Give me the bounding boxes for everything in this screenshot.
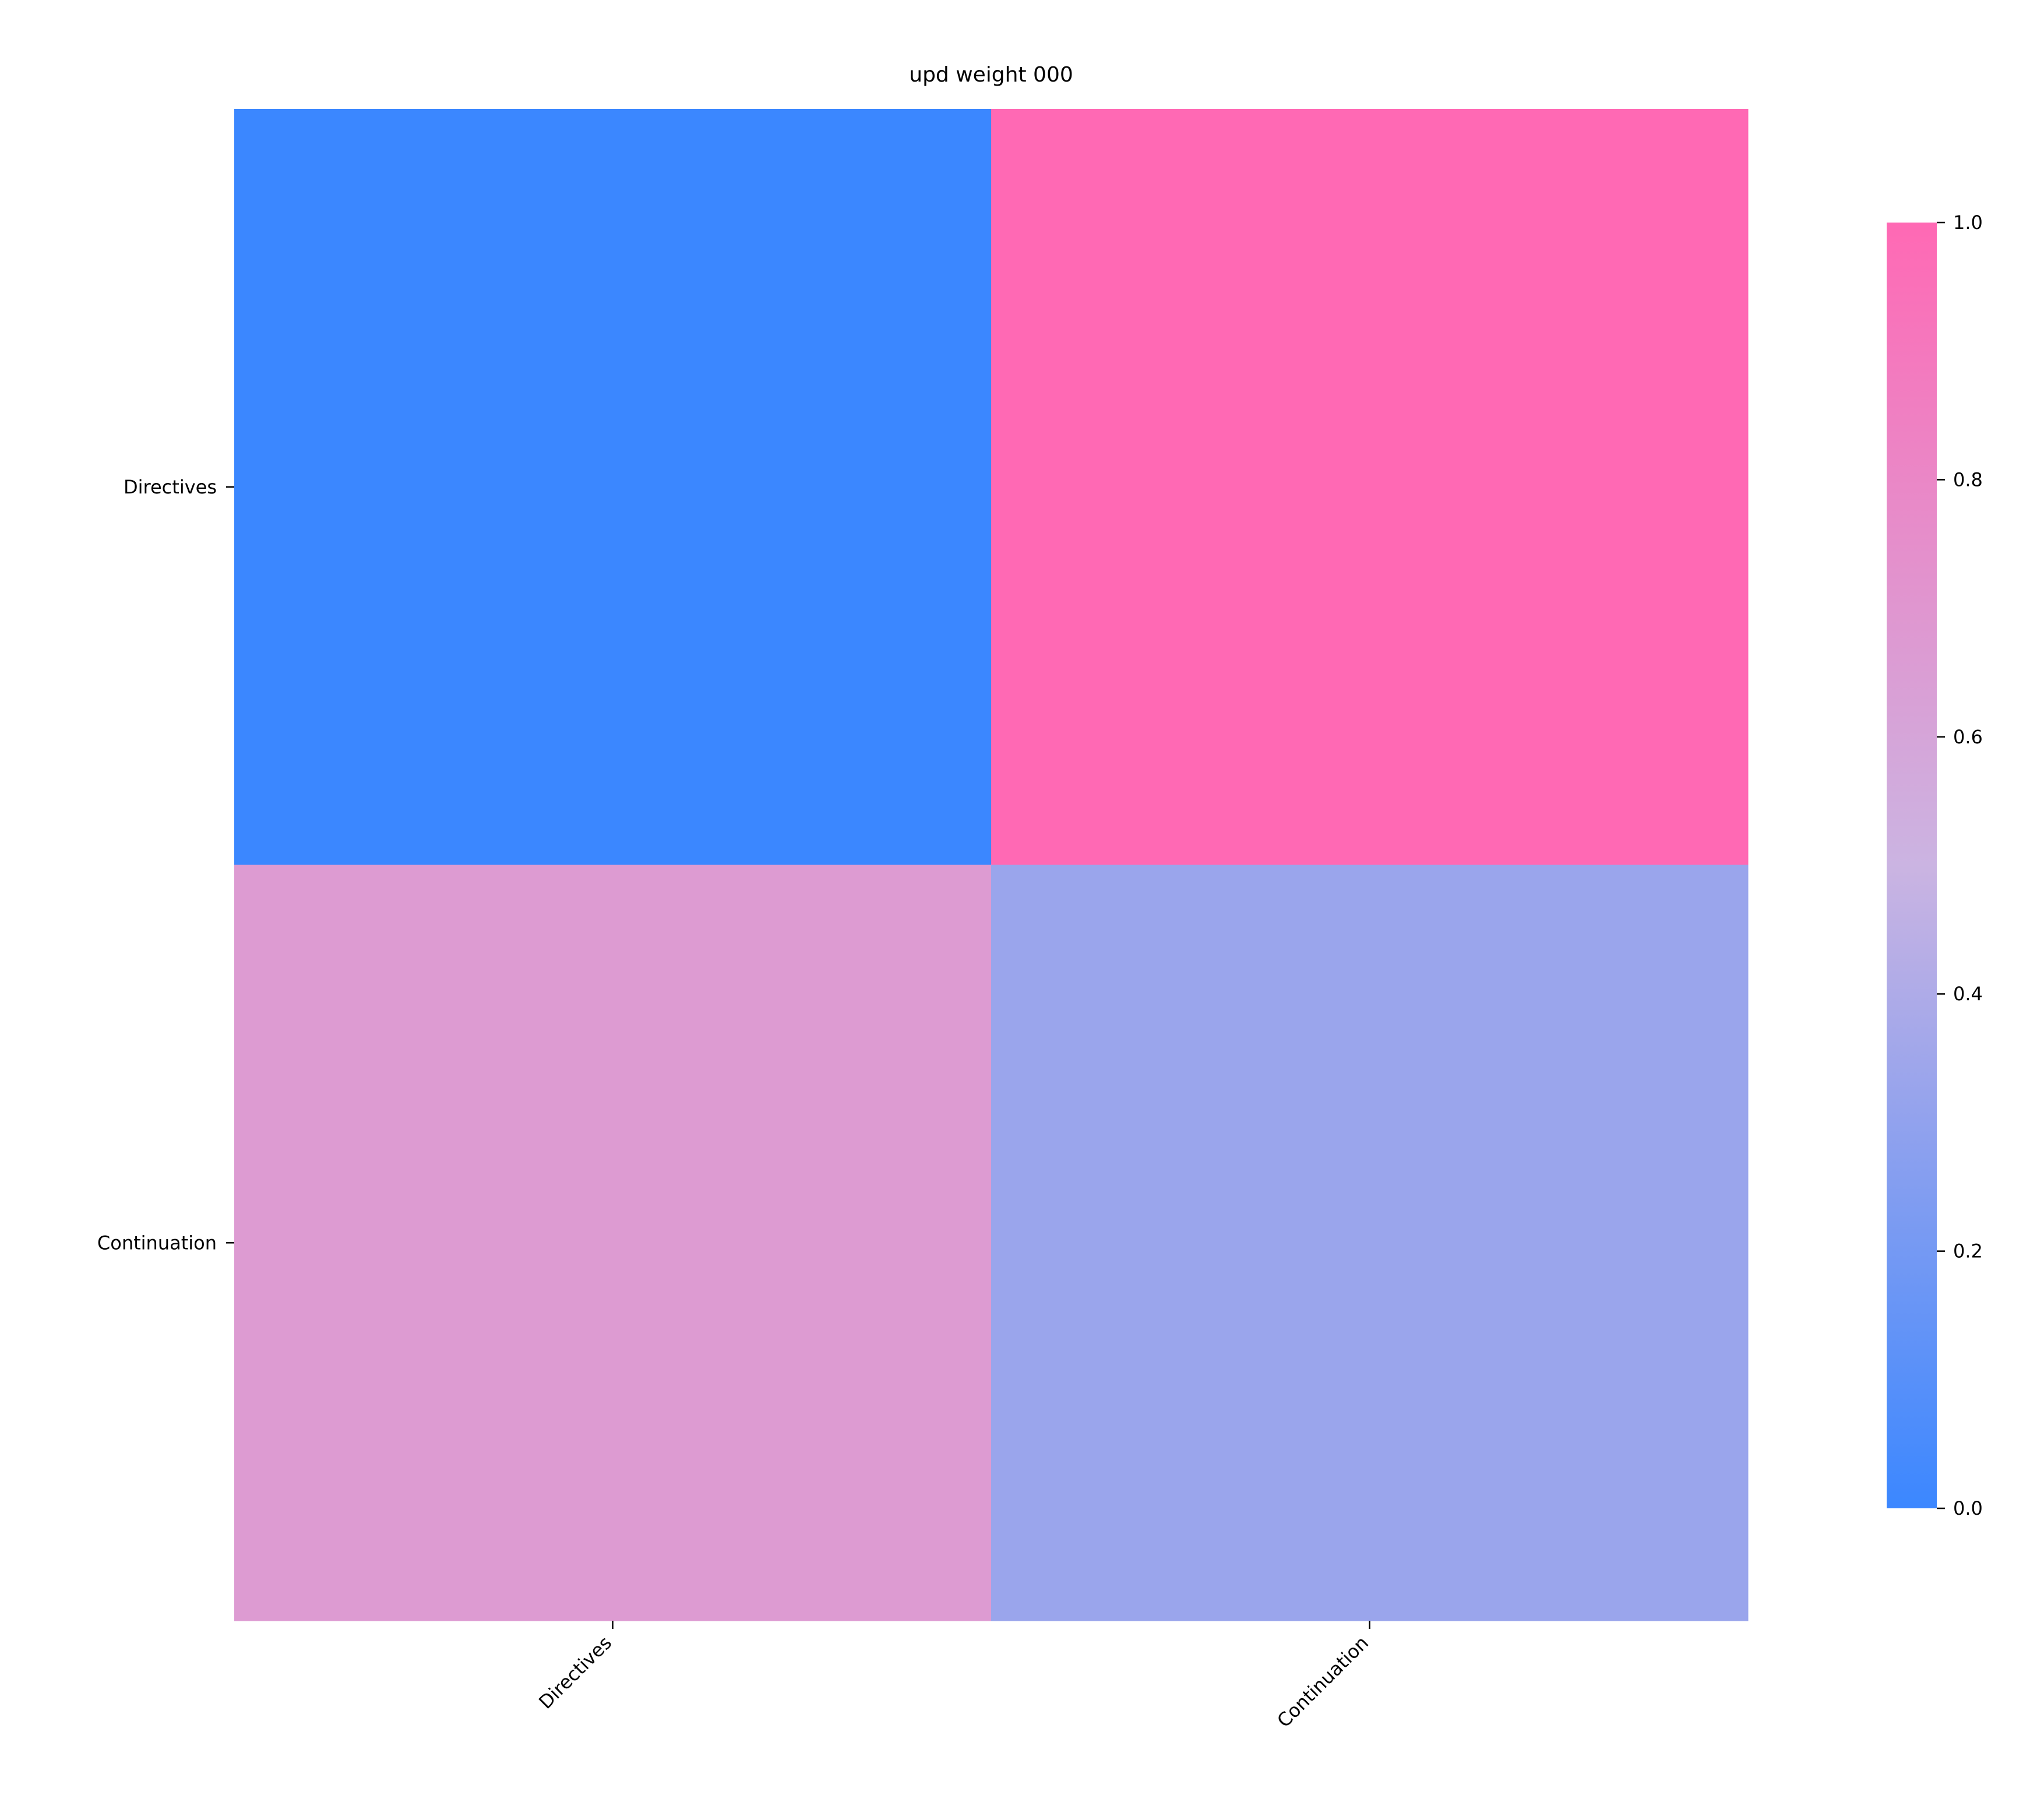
colorbar-tick-label: 0.6 [1953, 726, 1983, 748]
y-tick-label: Directives [124, 476, 217, 498]
colorbar-tick-label: 0.0 [1953, 1497, 1983, 1519]
y-tick-label: Continuation [97, 1232, 217, 1254]
heatmap-cell [991, 865, 1749, 1621]
colorbar-tick-label: 1.0 [1953, 211, 1983, 234]
colorbar-tick-label: 0.2 [1953, 1240, 1983, 1262]
x-tick-label: Directives [534, 1632, 616, 1713]
colorbar-tick-label: 0.8 [1953, 468, 1983, 491]
colorbar [1887, 223, 1937, 1508]
heatmap-cell [234, 865, 992, 1621]
x-tick-label: Continuation [1273, 1632, 1373, 1732]
chart-title: upd weight 000 [909, 63, 1073, 87]
heatmap-cell [234, 109, 992, 865]
colorbar-tick-label: 0.4 [1953, 983, 1983, 1005]
heatmap-cell [991, 109, 1749, 865]
